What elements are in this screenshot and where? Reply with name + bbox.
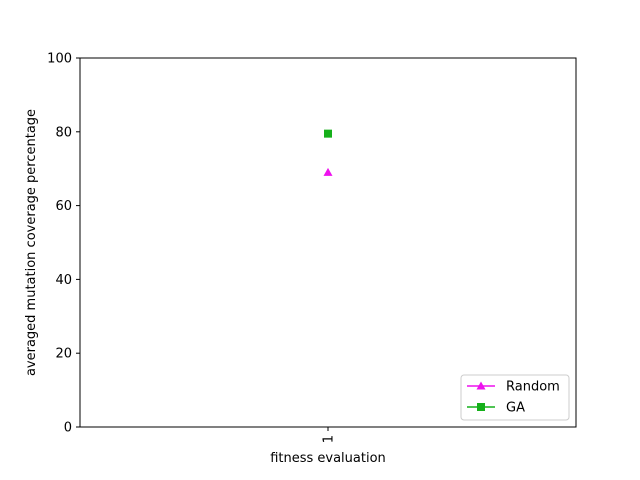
y-tick-label: 20	[55, 347, 72, 362]
plot-background	[80, 58, 576, 427]
y-tick-label: 0	[64, 421, 72, 436]
x-axis-ticks: 1	[322, 427, 337, 443]
plot-frame	[79, 57, 577, 428]
data-point-ga	[324, 129, 332, 138]
legend-marker-random	[476, 381, 486, 390]
legend-label-ga: GA	[506, 401, 525, 416]
y-tick-label: 40	[55, 273, 72, 288]
y-tick-label: 100	[47, 52, 72, 67]
data-marks	[323, 129, 333, 176]
legend-marker-ga	[477, 403, 485, 411]
y-tick-label: 60	[55, 199, 72, 214]
x-tick-label: 1	[322, 435, 337, 443]
y-tick-label: 80	[55, 125, 72, 140]
legend-label-random: Random	[506, 380, 560, 395]
y-axis-ticks: 0 20 40 60 80 100	[47, 52, 80, 436]
legend: Random GA	[460, 374, 570, 421]
y-axis-label: averaged mutation coverage percentage	[24, 109, 39, 376]
data-point-random	[323, 167, 333, 176]
x-axis-label: fitness evaluation	[270, 451, 386, 466]
